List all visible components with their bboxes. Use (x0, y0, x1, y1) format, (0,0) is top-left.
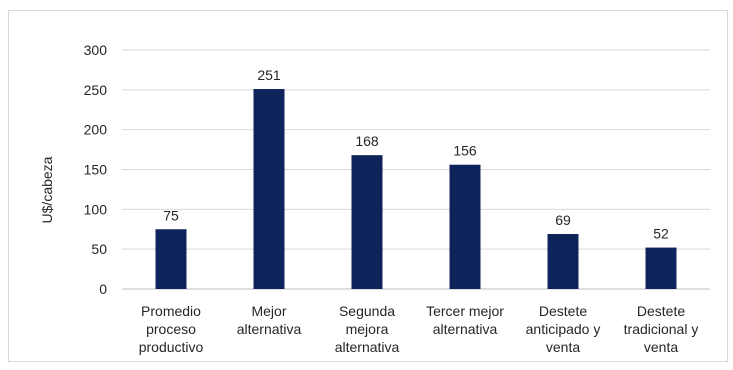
category-label: Mejor alternativa (237, 303, 302, 337)
y-tick-label: 200 (84, 122, 108, 138)
category-label: Destete tradicional y venta (624, 303, 699, 355)
y-tick-label: 0 (99, 281, 107, 297)
bar (253, 89, 285, 289)
category-label: Promedio proceso productivo (139, 303, 204, 355)
y-tick-label: 100 (84, 201, 108, 217)
data-label: 156 (453, 143, 477, 159)
data-labels: 75 251 168 156 69 52 (163, 67, 669, 242)
data-label: 69 (555, 212, 571, 228)
gridlines (122, 49, 710, 290)
data-label: 168 (355, 133, 379, 149)
data-label: 251 (257, 67, 281, 83)
bar (155, 229, 187, 289)
bars (155, 89, 677, 289)
y-axis-ticks: 0 50 100 150 200 250 300 (84, 42, 108, 297)
y-axis-label: U$/cabeza (39, 156, 55, 223)
y-tick-label: 300 (84, 42, 108, 58)
category-labels: Promedio proceso productivo Mejor alternativ… (139, 303, 699, 355)
data-label: 52 (653, 226, 669, 242)
data-label: 75 (163, 207, 179, 223)
category-label: Tercer mejor alternativa (426, 303, 504, 337)
y-tick-label: 50 (91, 241, 107, 257)
y-tick-label: 250 (84, 82, 108, 98)
bar (645, 247, 677, 289)
y-tick-label: 150 (84, 162, 108, 178)
bar (547, 234, 579, 289)
bar (351, 155, 383, 289)
bar (449, 164, 481, 289)
category-label: Segunda mejora alternativa (335, 303, 400, 355)
category-label: Destete anticipado y venta (526, 303, 601, 355)
